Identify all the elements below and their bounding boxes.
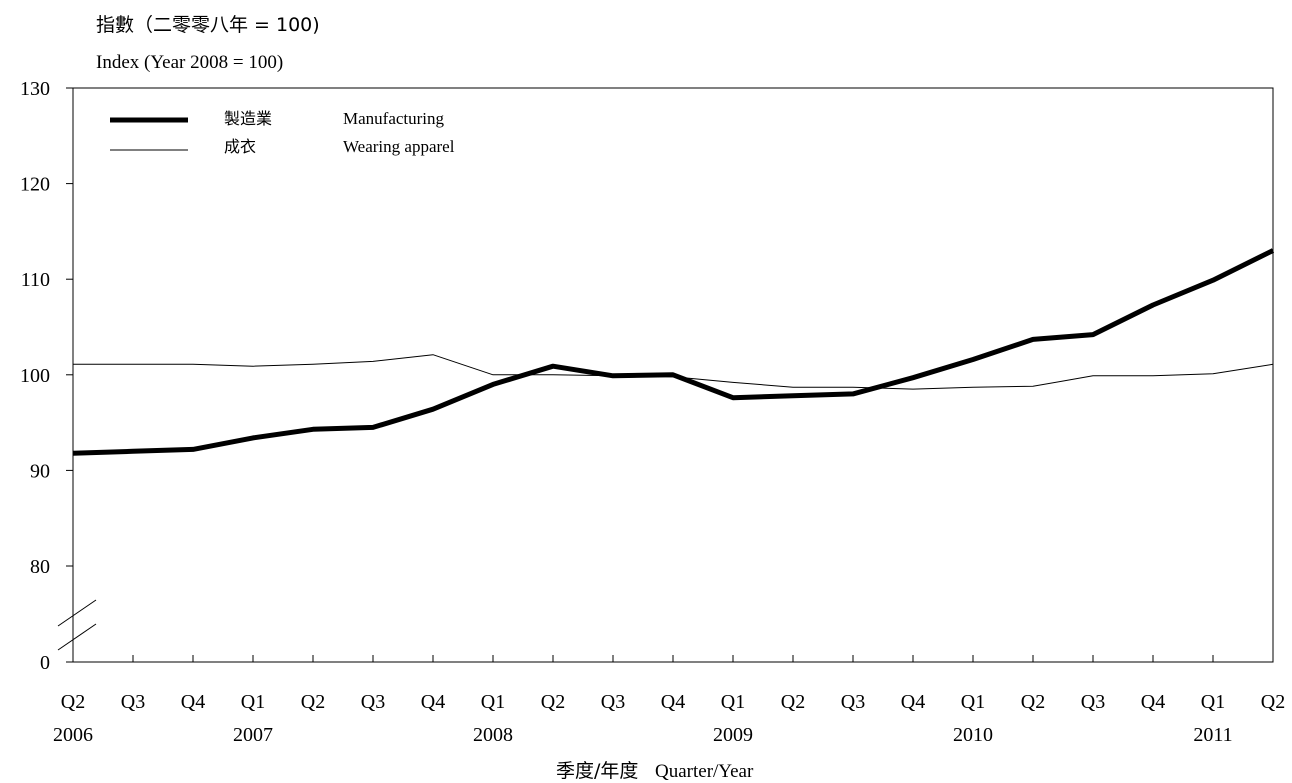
x-tick-label: Q4 — [901, 691, 925, 713]
y-tick-label: 120 — [20, 174, 50, 196]
x-tick-label: Q1 — [241, 691, 265, 713]
chart-title-en: Index (Year 2008 = 100) — [96, 52, 283, 73]
series-line-wearing-apparel — [73, 354, 1274, 390]
legend-label-wearing-apparel-zh: 成衣 — [224, 137, 256, 156]
y-tick-label: 100 — [20, 365, 50, 387]
x-tick-label: Q3 — [361, 691, 385, 713]
legend-label-manufacturing-en: Manufacturing — [343, 109, 445, 128]
x-tick-label: Q3 — [841, 691, 865, 713]
x-tick-label: Q2 — [301, 691, 325, 713]
x-tick-label: Q2 — [541, 691, 565, 713]
x-tick-label: Q2 — [1021, 691, 1045, 713]
y-tick-label: 90 — [30, 460, 50, 482]
x-axis-label-en: Quarter/Year — [655, 761, 754, 782]
x-year-label: 2009 — [713, 724, 753, 746]
x-tick-label: Q4 — [661, 691, 685, 713]
x-tick-label: Q2 — [781, 691, 805, 713]
x-tick-label: Q2 — [1261, 691, 1285, 713]
x-tick-label: Q3 — [121, 691, 145, 713]
series-line-manufacturing — [72, 248, 1275, 456]
x-tick-label: Q1 — [481, 691, 505, 713]
x-tick-label: Q1 — [961, 691, 985, 713]
legend-label-manufacturing-zh: 製造業 — [224, 109, 272, 128]
axis-break-mark — [57, 623, 97, 651]
x-tick-label: Q3 — [601, 691, 625, 713]
y-axis: 0 80 90 100 110 120 130 — [20, 78, 73, 674]
legend-label-wearing-apparel-en: Wearing apparel — [343, 137, 455, 156]
x-tick-label: Q2 — [61, 691, 85, 713]
x-year-label: 2007 — [233, 724, 273, 746]
series-lines — [72, 248, 1275, 456]
x-year-label: 2010 — [953, 724, 993, 746]
x-tick-label: Q4 — [181, 691, 205, 713]
y-tick-label: 80 — [30, 556, 50, 578]
y-tick-label: 130 — [20, 78, 50, 100]
x-axis-label-zh: 季度/年度 — [556, 760, 638, 782]
axis-break-mark — [57, 599, 97, 627]
x-tick-label: Q1 — [1201, 691, 1225, 713]
chart-title-zh: 指數（二零零八年 = 100) — [96, 14, 320, 36]
x-year-label: 2011 — [1193, 724, 1232, 746]
x-tick-label: Q4 — [1141, 691, 1165, 713]
x-tick-label: Q1 — [721, 691, 745, 713]
x-axis: Q2 Q3 Q4 Q1 Q2 Q3 Q4 Q1 Q2 Q3 Q4 Q1 Q2 Q3 Q4 Q1 Q2 Q3 Q4 Q1… — [53, 655, 1285, 746]
x-tick-label: Q3 — [1081, 691, 1105, 713]
x-year-label: 2006 — [53, 724, 93, 746]
y-tick-label: 0 — [40, 652, 50, 674]
y-tick-label: 110 — [21, 269, 50, 291]
x-tick-label: Q4 — [421, 691, 445, 713]
x-year-label: 2008 — [473, 724, 513, 746]
